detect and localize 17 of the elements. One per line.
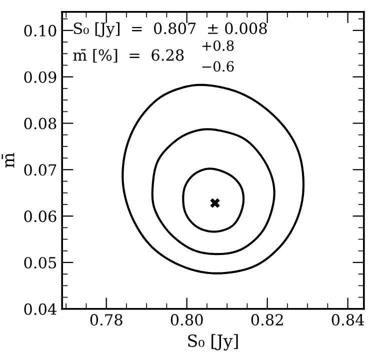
- annotation: +0.8: [202, 40, 234, 51]
- x-axis-title: S₀ [Jy]: [188, 334, 238, 350]
- y-tick-label: 0.08: [24, 118, 56, 130]
- y-axis-title: m̄: [2, 152, 14, 168]
- x-tick-label: 0.84: [332, 314, 364, 326]
- x-tick-label: 0.78: [90, 314, 122, 326]
- y-tick-label: 0.06: [24, 210, 56, 222]
- y-tick-label: 0.05: [24, 256, 56, 268]
- x-tick-label: 0.82: [251, 314, 283, 326]
- y-tick-label: 0.10: [24, 24, 56, 36]
- y-tick-label: 0.09: [24, 71, 56, 83]
- y-tick-label: 0.07: [24, 164, 56, 176]
- annotation: S₀ [Jy] = 0.807 ± 0.008: [74, 22, 267, 38]
- annotation: −0.6: [202, 61, 234, 72]
- annotation: m̄ [%] = 6.28: [73, 49, 184, 63]
- y-tick-label: 0.04: [24, 303, 56, 315]
- x-tick-label: 0.80: [170, 314, 203, 326]
